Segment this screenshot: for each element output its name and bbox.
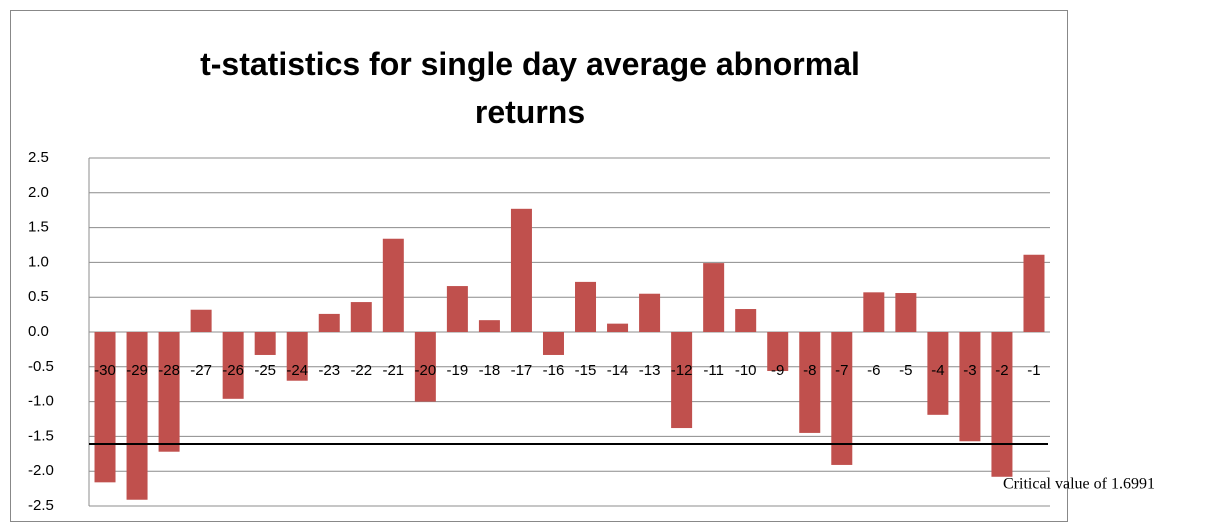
y-tick-label: -2.0 xyxy=(28,462,54,479)
bar xyxy=(478,320,500,332)
bar xyxy=(222,332,244,399)
y-tick-label: -1.0 xyxy=(28,393,54,410)
y-tick-label: -2.5 xyxy=(28,497,54,514)
x-tick-label: -28 xyxy=(158,362,180,379)
bar xyxy=(575,281,597,332)
x-tick-label: -13 xyxy=(639,362,661,379)
y-tick-label: -1.5 xyxy=(28,427,54,444)
x-tick-label: -17 xyxy=(511,362,533,379)
x-tick-label: -30 xyxy=(94,362,116,379)
bar xyxy=(991,332,1013,477)
x-tick-label: -27 xyxy=(190,362,212,379)
bar xyxy=(190,309,212,332)
bar xyxy=(671,332,693,429)
bar xyxy=(767,332,789,371)
x-tick-label: -24 xyxy=(286,362,308,379)
bar xyxy=(94,332,116,483)
y-tick-label: 1.5 xyxy=(28,219,49,236)
y-tick-label: -0.5 xyxy=(28,358,54,375)
x-tick-label: -6 xyxy=(867,362,880,379)
bar xyxy=(158,332,180,452)
y-tick-label: 0.0 xyxy=(28,323,49,340)
x-tick-label: -10 xyxy=(735,362,757,379)
bar xyxy=(639,293,661,332)
bar xyxy=(382,238,404,332)
x-tick-label: -20 xyxy=(415,362,437,379)
x-tick-label: -11 xyxy=(703,362,724,379)
x-tick-label: -14 xyxy=(607,362,629,379)
bar xyxy=(959,332,981,442)
bar xyxy=(414,332,436,402)
bar xyxy=(735,309,757,332)
x-tick-label: -19 xyxy=(447,362,469,379)
x-tick-label: -16 xyxy=(543,362,565,379)
bar xyxy=(1023,254,1045,332)
x-tick-label: -2 xyxy=(995,362,1008,379)
x-tick-label: -7 xyxy=(835,362,848,379)
bar xyxy=(254,332,276,355)
bar xyxy=(350,302,372,332)
x-tick-label: -8 xyxy=(803,362,816,379)
bar xyxy=(446,286,468,332)
x-tick-label: -1 xyxy=(1027,362,1040,379)
bar xyxy=(126,332,148,500)
bar xyxy=(510,208,532,332)
bar xyxy=(895,293,917,332)
x-tick-label: -15 xyxy=(575,362,597,379)
x-tick-label: -23 xyxy=(318,362,340,379)
y-tick-label: 0.5 xyxy=(28,288,49,305)
bar xyxy=(927,332,949,415)
x-tick-label: -3 xyxy=(963,362,976,379)
critical-label: Critical value of 1.6991 xyxy=(1003,476,1155,493)
bar xyxy=(703,263,725,332)
x-tick-label: -4 xyxy=(931,362,944,379)
overlay: -30 -29 -28 -27 -26 -25 -24 -23 -22 -21 -20 -19 -18-… xyxy=(89,362,1155,493)
x-tick-label: -22 xyxy=(350,362,372,379)
chart-title: t-statistics for single day average abno… xyxy=(200,46,860,130)
grid: 2.5 2.0 1.5 1.0 0.5 0.0 -0.5 -1.0 -1.5 -2.0 -2.5 xyxy=(28,149,1050,514)
bar xyxy=(286,332,308,381)
bar xyxy=(318,313,340,332)
chart-border xyxy=(10,10,1068,522)
x-tick-label: -29 xyxy=(126,362,148,379)
bar xyxy=(542,332,564,355)
x-tick-label: -18 xyxy=(479,362,501,379)
bar xyxy=(799,332,821,433)
x-tick-label: -21 xyxy=(382,362,404,379)
bar xyxy=(863,292,885,332)
x-tick-label: -5 xyxy=(899,362,912,379)
bars xyxy=(94,208,1045,500)
y-tick-label: 1.0 xyxy=(28,253,49,270)
x-tick-label: -9 xyxy=(771,362,784,379)
y-tick-label: 2.0 xyxy=(28,184,49,201)
y-tick-label: 2.5 xyxy=(28,149,49,166)
x-tick-label: -12 xyxy=(671,362,693,379)
bar xyxy=(607,323,629,332)
bar xyxy=(831,332,853,465)
x-tick-label: -26 xyxy=(222,362,244,379)
x-tick-label: -25 xyxy=(254,362,276,379)
